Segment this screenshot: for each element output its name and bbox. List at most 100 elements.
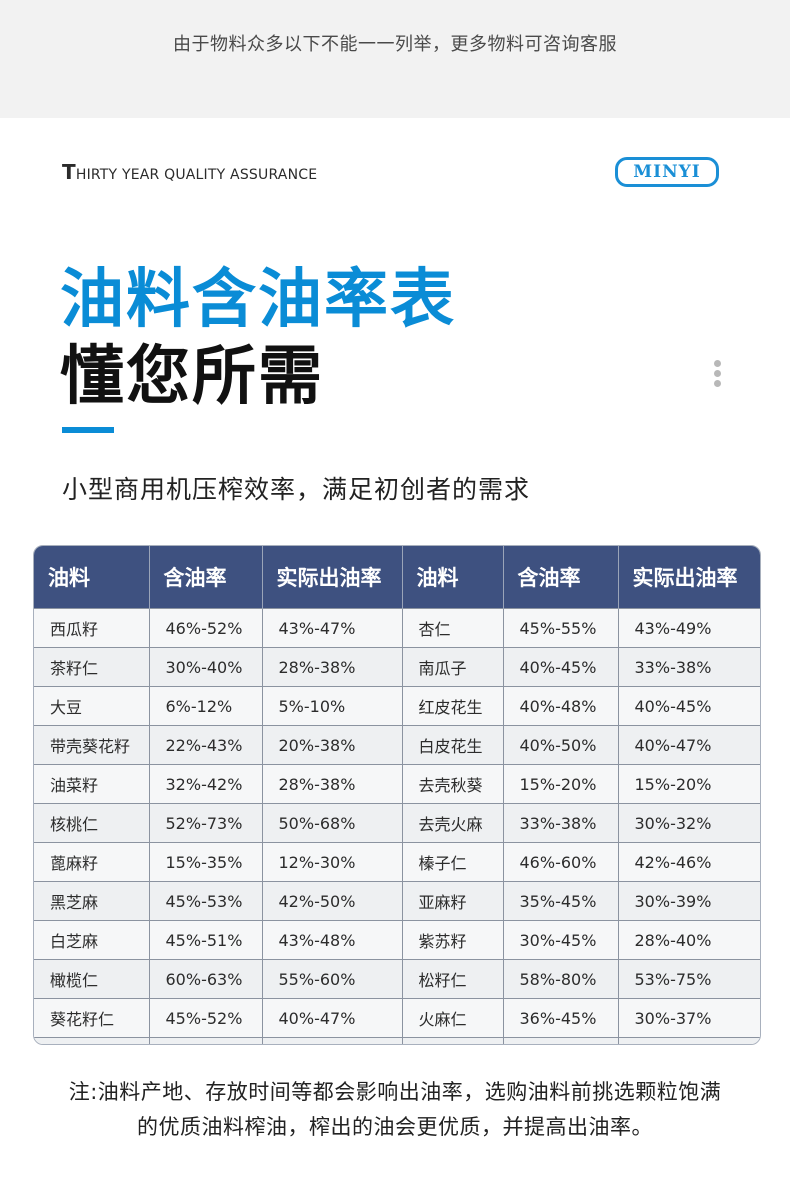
header-cell: 含油率	[149, 546, 263, 609]
table-cell: 28%-38%	[262, 764, 403, 804]
table-cell: 大豆	[34, 686, 150, 726]
table-cell: 40%-47%	[262, 998, 403, 1038]
table-cell: 45%-53%	[149, 881, 263, 921]
table-cell: 5%-10%	[262, 686, 403, 726]
table-cell: 28%-38%	[262, 647, 403, 687]
table-cell: 40%-50%	[503, 725, 619, 765]
page-title: 油料含油率表	[60, 263, 456, 337]
table-row: 油菜籽 32%-42% 28%-38% 去壳秋葵 15%-20% 15%-20%	[34, 764, 760, 804]
page-subtitle: 小型商用机压榨效率，满足初创者的需求	[62, 475, 531, 504]
top-notice-bar: 由于物料众多以下不能一一列举，更多物料可咨询客服	[0, 0, 790, 118]
table-cell: 53%-75%	[618, 959, 760, 999]
table-cell: 22%-43%	[149, 725, 263, 765]
table-cell: 15%-35%	[149, 842, 263, 882]
table-cell: 43%-48%	[262, 920, 403, 960]
table-cell: 15%-20%	[618, 764, 760, 804]
table-cell: 黑芝麻	[34, 881, 150, 921]
table-cell: 12%-30%	[262, 842, 403, 882]
table-cell: 43%-47%	[262, 608, 403, 648]
table-cell: 去壳秋葵	[402, 764, 504, 804]
table-row: 葵花籽仁 45%-52% 40%-47% 火麻仁 36%-45% 30%-37%	[34, 998, 760, 1038]
table-cell: 30%-45%	[503, 920, 619, 960]
table-cell: 28%-40%	[618, 920, 760, 960]
table-cell: 43%-49%	[618, 608, 760, 648]
table-cell: 35%-45%	[503, 881, 619, 921]
table-cell: 40%-45%	[618, 686, 760, 726]
page-title-secondary: 懂您所需	[60, 340, 324, 414]
table-cell: 45%-55%	[503, 608, 619, 648]
table-cell: 15%-20%	[503, 764, 619, 804]
table-cell: 去壳火麻	[402, 803, 504, 843]
table-cell: 椰子肉	[402, 1037, 504, 1044]
table-cell: 南瓜子	[402, 647, 504, 687]
footer-note: 注:油料产地、存放时间等都会影响出油率，选购油料前挑选颗粒饱满 的优质油料榨油，…	[0, 1075, 790, 1145]
table-cell: 印加果	[34, 1037, 150, 1044]
more-dots-icon	[714, 360, 724, 390]
table-row: 核桃仁 52%-73% 50%-68% 去壳火麻 33%-38% 30%-32%	[34, 803, 760, 843]
table-cell: 35%-38%	[262, 1037, 403, 1044]
header-cell: 油料	[402, 546, 504, 609]
table-row: 印加果36%-40%35%-38%椰子肉65%-70%42%-60%	[34, 1037, 760, 1044]
table-cell: 42%-50%	[262, 881, 403, 921]
table-row: 蓖麻籽 15%-35% 12%-30% 榛子仁 46%-60% 42%-46%	[34, 842, 760, 882]
table-cell: 65%-70%	[503, 1037, 619, 1044]
table-cell: 亚麻籽	[402, 881, 504, 921]
table-cell: 46%-60%	[503, 842, 619, 882]
table-row: 橄榄仁 60%-63% 55%-60% 松籽仁 58%-80% 53%-75%	[34, 959, 760, 999]
table-cell: 油菜籽	[34, 764, 150, 804]
tagline-initial: T	[62, 160, 76, 184]
table-cell: 45%-51%	[149, 920, 263, 960]
header-cell: 油料	[34, 546, 150, 609]
table-cell: 6%-12%	[149, 686, 263, 726]
table-cell: 33%-38%	[618, 647, 760, 687]
table-header-row: 油料 含油率 实际出油率 油料 含油率 实际出油率	[34, 546, 760, 609]
table-cell: 32%-42%	[149, 764, 263, 804]
table-cell: 30%-40%	[149, 647, 263, 687]
table-row: 西瓜籽 46%-52% 43%-47% 杏仁 45%-55% 43%-49%	[34, 608, 760, 648]
table-cell: 46%-52%	[149, 608, 263, 648]
table-cell: 50%-68%	[262, 803, 403, 843]
table-cell: 30%-37%	[618, 998, 760, 1038]
note-line: 注:油料产地、存放时间等都会影响出油率，选购油料前挑选颗粒饱满	[68, 1080, 722, 1104]
table-cell: 白皮花生	[402, 725, 504, 765]
table-cell: 42%-60%	[618, 1037, 760, 1044]
table-cell: 杏仁	[402, 608, 504, 648]
table-row: 带壳葵花籽 22%-43% 20%-38% 白皮花生 40%-50% 40%-47%	[34, 725, 760, 765]
table-cell: 茶籽仁	[34, 647, 150, 687]
table-cell: 40%-45%	[503, 647, 619, 687]
table-cell: 42%-46%	[618, 842, 760, 882]
table-cell: 榛子仁	[402, 842, 504, 882]
table-cell: 西瓜籽	[34, 608, 150, 648]
table-cell: 60%-63%	[149, 959, 263, 999]
table-cell: 橄榄仁	[34, 959, 150, 999]
table-cell: 52%-73%	[149, 803, 263, 843]
oil-rate-table: 油料 含油率 实际出油率 油料 含油率 实际出油率 西瓜籽 46%-52% 43%-…	[33, 545, 761, 1045]
brand-logo: MINYI	[615, 157, 719, 187]
table-cell: 30%-32%	[618, 803, 760, 843]
table-cell: 紫苏籽	[402, 920, 504, 960]
tagline-rest: HIRTY YEAR QUALITY ASSURANCE	[75, 167, 318, 183]
brand-tagline: THIRTY YEAR QUALITY ASSURANCE	[62, 160, 317, 184]
table-cell: 55%-60%	[262, 959, 403, 999]
table-cell: 白芝麻	[34, 920, 150, 960]
table-cell: 蓖麻籽	[34, 842, 150, 882]
table-cell: 36%-40%	[149, 1037, 263, 1044]
table-cell: 核桃仁	[34, 803, 150, 843]
table-cell: 葵花籽仁	[34, 998, 150, 1038]
table-cell: 36%-45%	[503, 998, 619, 1038]
table-row: 茶籽仁 30%-40% 28%-38% 南瓜子 40%-45% 33%-38%	[34, 647, 760, 687]
table-cell: 40%-48%	[503, 686, 619, 726]
table-cell: 火麻仁	[402, 998, 504, 1038]
note-line: 的优质油料榨油，榨出的油会更优质，并提高出油率。	[137, 1115, 653, 1139]
table-cell: 松籽仁	[402, 959, 504, 999]
table-cell: 45%-52%	[149, 998, 263, 1038]
table-cell: 40%-47%	[618, 725, 760, 765]
table-cell: 30%-39%	[618, 881, 760, 921]
table-cell: 58%-80%	[503, 959, 619, 999]
header-cell: 实际出油率	[618, 546, 760, 609]
table-row: 白芝麻 45%-51% 43%-48% 紫苏籽 30%-45% 28%-40%	[34, 920, 760, 960]
table-cell: 带壳葵花籽	[34, 725, 150, 765]
table-cell: 33%-38%	[503, 803, 619, 843]
table-cell: 20%-38%	[262, 725, 403, 765]
header-cell: 实际出油率	[262, 546, 403, 609]
